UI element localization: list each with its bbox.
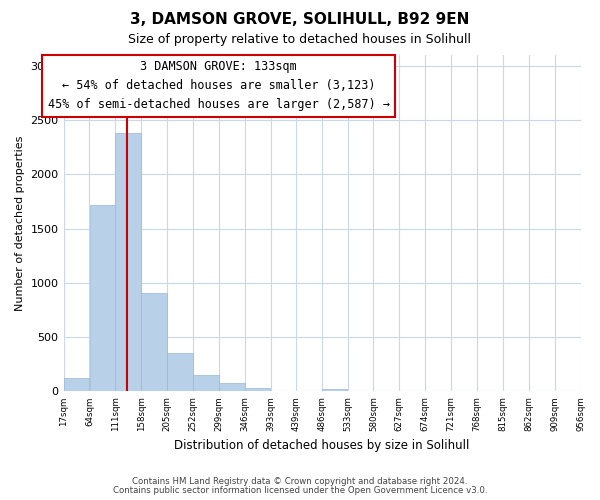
Text: Contains HM Land Registry data © Crown copyright and database right 2024.: Contains HM Land Registry data © Crown c… xyxy=(132,477,468,486)
Bar xyxy=(167,354,193,392)
Bar xyxy=(142,292,167,392)
Text: 3, DAMSON GROVE, SOLIHULL, B92 9EN: 3, DAMSON GROVE, SOLIHULL, B92 9EN xyxy=(130,12,470,28)
Text: Contains public sector information licensed under the Open Government Licence v3: Contains public sector information licen… xyxy=(113,486,487,495)
Bar xyxy=(193,374,218,392)
Bar xyxy=(115,133,141,392)
Text: 3 DAMSON GROVE: 133sqm
← 54% of detached houses are smaller (3,123)
45% of semi-: 3 DAMSON GROVE: 133sqm ← 54% of detached… xyxy=(47,60,389,112)
Bar xyxy=(89,205,115,392)
Text: Size of property relative to detached houses in Solihull: Size of property relative to detached ho… xyxy=(128,32,472,46)
Bar xyxy=(322,388,347,392)
Bar xyxy=(64,378,89,392)
X-axis label: Distribution of detached houses by size in Solihull: Distribution of detached houses by size … xyxy=(175,440,470,452)
Y-axis label: Number of detached properties: Number of detached properties xyxy=(15,136,25,311)
Bar xyxy=(219,382,245,392)
Bar xyxy=(245,388,271,392)
